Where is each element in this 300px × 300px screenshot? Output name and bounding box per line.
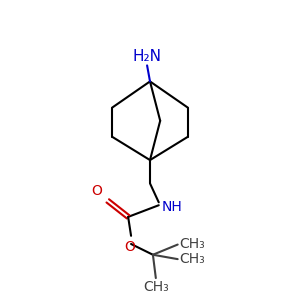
Text: CH₃: CH₃ — [179, 237, 205, 251]
Text: O: O — [92, 184, 103, 198]
Text: O: O — [124, 240, 135, 254]
Text: H₂N: H₂N — [133, 49, 162, 64]
Text: NH: NH — [162, 200, 182, 214]
Text: CH₃: CH₃ — [179, 252, 205, 266]
Text: CH₃: CH₃ — [143, 280, 169, 294]
